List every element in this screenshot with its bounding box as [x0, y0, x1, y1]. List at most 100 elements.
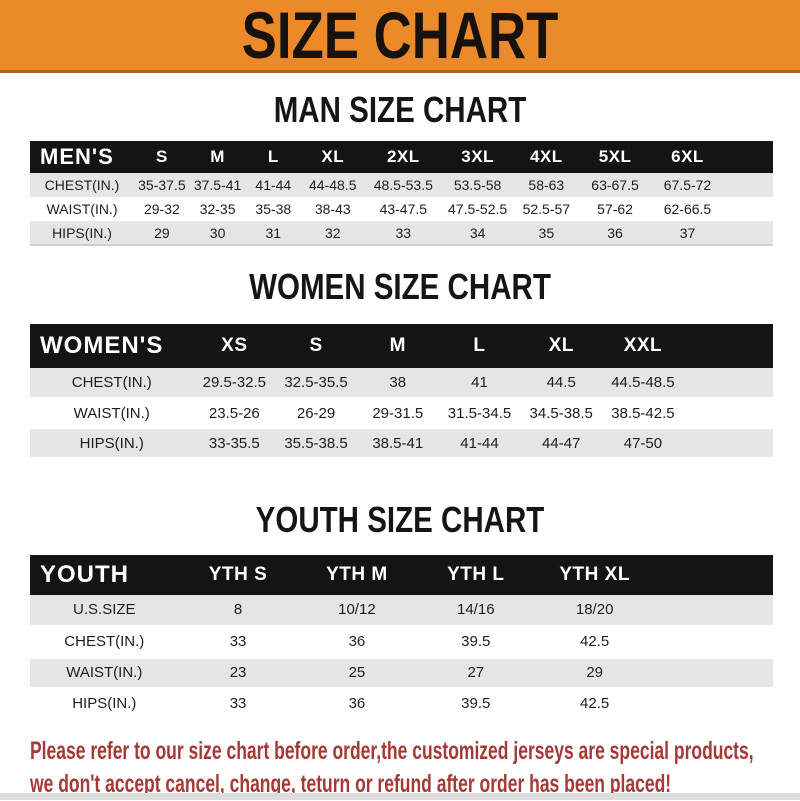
row-label-cell: WAIST(IN.)	[73, 404, 150, 422]
value-cell: 63-67.5	[591, 177, 639, 193]
value-cell: 32.5-35.5	[284, 374, 348, 391]
size-header-cell: 6XL	[671, 147, 704, 166]
pad-cell	[725, 141, 773, 173]
row-label-cell: CHEST(IN.)	[64, 633, 145, 650]
row-label-cell: CHEST(IN.)	[71, 374, 152, 391]
value-cell: 23	[229, 664, 247, 681]
men-table-header: MEN'S S M L XL 2XL 3XL 4XL 5XL 6XL	[30, 141, 773, 173]
size-header-cell: L	[473, 335, 486, 356]
row-label-cell: WAIST(IN.)	[46, 201, 118, 217]
banner-title: SIZE CHART	[241, 0, 559, 72]
value-cell: 37.5-41	[193, 177, 242, 193]
value-cell: 47.5-52.5	[448, 201, 508, 217]
value-cell: 30	[209, 224, 226, 241]
row-label-cell: U.S.SIZE	[73, 601, 136, 619]
measurement-row: CHEST(IN.) 35-37.5 37.5-41 41-44 44-48.5 48.5…	[30, 173, 773, 197]
measurement-row: WAIST(IN.) 23 25 27 29	[30, 657, 773, 688]
value-cell: 33	[395, 224, 412, 241]
value-cell: 23.5-26	[208, 404, 260, 422]
measurement-row: CHEST(IN.) 33 36 39.5 42.5	[30, 626, 773, 657]
value-cell: 44-48.5	[309, 177, 357, 193]
size-header-cell: M	[210, 147, 225, 166]
value-cell: 31	[265, 224, 282, 241]
value-cell: 41	[471, 374, 488, 391]
women-table-body: CHEST(IN.) 29.5-32.5 32.5-35.5 38 41 44.5 44.5…	[30, 368, 773, 458]
measurement-row: HIPS(IN.) 29 30 31 32 33 34 35 36 37	[30, 221, 773, 245]
table-title-cell: WOMEN'S	[40, 332, 164, 359]
size-header-cell: 4XL	[529, 147, 563, 166]
value-cell: 43-47.5	[379, 201, 428, 217]
pad-cell	[654, 595, 773, 626]
size-header-cell: L	[267, 147, 279, 166]
measurement-row: CHEST(IN.) 29.5-32.5 32.5-35.5 38 41 44.5 44.5…	[30, 368, 773, 398]
men-size-table: MEN'S S M L XL 2XL 3XL 4XL 5XL 6XL CHEST(IN.) 35-3…	[30, 141, 773, 246]
row-label-cell: HIPS(IN.)	[79, 434, 144, 452]
value-cell: 29.5-32.5	[202, 374, 267, 391]
youth-table-body: U.S.SIZE 8 10/12 14/16 18/20 CHEST(IN.) 33 36 39…	[30, 595, 773, 719]
value-cell: 47-50	[623, 434, 663, 452]
pad-cell	[725, 221, 773, 245]
row-label-cell: WAIST(IN.)	[66, 664, 143, 681]
value-cell: 58-63	[528, 177, 565, 193]
measurement-row: WAIST(IN.) 29-32 32-35 35-38 38-43 43-47.5 47.…	[30, 197, 773, 221]
value-cell: 25	[348, 664, 366, 681]
value-cell: 34	[469, 224, 486, 241]
youth-section-heading: YOUTH SIZE CHART	[0, 499, 800, 540]
disclaimer-line-1: Please refer to our size chart before or…	[30, 736, 754, 765]
value-cell: 53.5-58	[453, 177, 502, 193]
size-chart-banner: SIZE CHART	[0, 0, 800, 73]
size-header-cell: 5XL	[598, 147, 632, 166]
size-header-cell: M	[389, 335, 406, 356]
value-cell: 42.5	[580, 633, 610, 650]
value-cell: 57-62	[597, 201, 633, 217]
value-cell: 33-35.5	[208, 434, 260, 452]
man-section-title: MAN SIZE CHART	[273, 89, 527, 130]
value-cell: 36	[348, 633, 366, 650]
youth-section-title: YOUTH SIZE CHART	[255, 499, 545, 540]
value-cell: 32	[324, 224, 341, 241]
pad-cell	[684, 398, 773, 428]
value-cell: 44.5-48.5	[611, 374, 675, 391]
row-label-cell: HIPS(IN.)	[52, 224, 112, 241]
women-table-header: WOMEN'S XS S M L XL XXL	[30, 324, 773, 368]
pad-cell	[684, 324, 773, 368]
pad-cell	[684, 368, 773, 398]
size-header-cell: XL	[321, 147, 345, 166]
pad-cell	[684, 428, 773, 458]
value-cell: 36	[348, 695, 366, 712]
value-cell: 29	[154, 224, 170, 241]
value-cell: 52.5-57	[522, 201, 571, 217]
size-header-cell: YTH M	[326, 564, 388, 585]
value-cell: 8	[233, 601, 243, 619]
value-cell: 33	[229, 695, 247, 712]
size-header-row: MEN'S S M L XL 2XL 3XL 4XL 5XL 6XL	[30, 141, 773, 173]
measurement-row: U.S.SIZE 8 10/12 14/16 18/20	[30, 595, 773, 626]
disclaimer-line-2: we don't accept cancel, change, teturn o…	[30, 769, 672, 798]
pad-cell	[654, 657, 773, 688]
size-header-cell: XL	[548, 335, 574, 356]
row-label-cell: HIPS(IN.)	[72, 695, 137, 712]
value-cell: 18/20	[575, 601, 614, 619]
size-header-cell: 3XL	[461, 147, 494, 166]
size-header-cell: S	[309, 335, 323, 356]
value-cell: 44.5	[546, 374, 576, 391]
value-cell: 32-35	[199, 201, 236, 217]
value-cell: 29-32	[143, 201, 180, 217]
man-section-heading: MAN SIZE CHART	[0, 89, 800, 130]
value-cell: 38.5-42.5	[611, 404, 675, 422]
youth-size-table: YOUTH YTH S YTH M YTH L YTH XL U.S.SIZE 8 10/1…	[30, 555, 773, 721]
value-cell: 35	[538, 224, 555, 241]
value-cell: 31.5-34.5	[447, 404, 512, 422]
size-header-cell: YTH L	[447, 564, 505, 585]
men-table-body: CHEST(IN.) 35-37.5 37.5-41 41-44 44-48.5 48.5…	[30, 173, 773, 245]
value-cell: 35-37.5	[138, 177, 186, 193]
value-cell: 42.5	[580, 695, 610, 712]
size-header-row: YOUTH YTH S YTH M YTH L YTH XL	[30, 555, 773, 595]
table-title-cell: MEN'S	[40, 144, 114, 169]
value-cell: 44-47	[542, 434, 581, 452]
measurement-row: WAIST(IN.) 23.5-26 26-29 29-31.5 31.5-34.5 34…	[30, 398, 773, 428]
size-header-cell: XXL	[623, 335, 663, 356]
value-cell: 26-29	[296, 404, 336, 422]
value-cell: 35-38	[255, 201, 292, 217]
